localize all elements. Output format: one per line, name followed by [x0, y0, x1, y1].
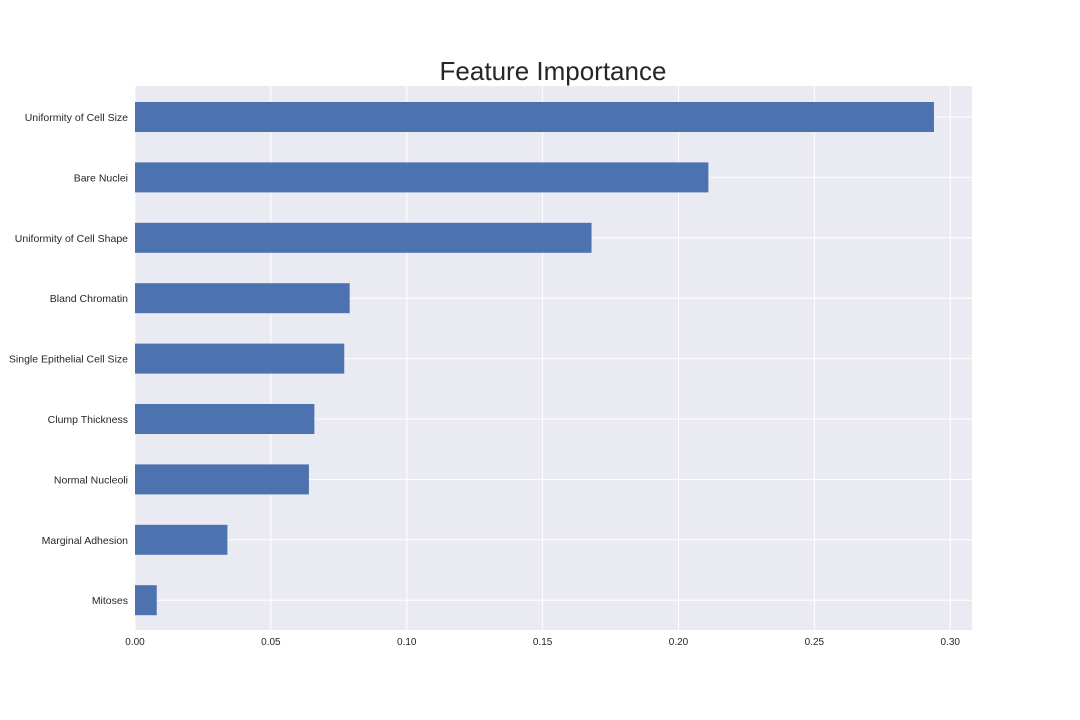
bar-uniformity-of-cell-shape: [135, 222, 592, 253]
bar-bare-nuclei: [135, 162, 709, 193]
chart-title: Feature Importance: [440, 56, 667, 86]
category-label: Clump Thickness: [48, 414, 128, 426]
x-tick-label: 0.10: [397, 637, 417, 648]
bars: [135, 102, 934, 616]
bar-clump-thickness: [135, 404, 315, 434]
category-label: Bland Chromatin: [50, 293, 128, 305]
category-label: Marginal Adhesion: [42, 535, 129, 547]
x-tick-label: 0.05: [261, 637, 281, 648]
bar-uniformity-of-cell-size: [135, 102, 934, 132]
bar-bland-chromatin: [135, 283, 350, 314]
bar-marginal-adhesion: [135, 524, 228, 555]
category-label: Single Epithelial Cell Size: [9, 354, 128, 366]
category-label: Normal Nucleoli: [54, 474, 128, 486]
x-tick-label: 0.25: [805, 637, 825, 648]
category-label: Uniformity of Cell Size: [25, 112, 128, 124]
category-label: Uniformity of Cell Shape: [15, 233, 128, 245]
x-tick-label: 0.30: [941, 637, 961, 648]
category-label: Bare Nuclei: [74, 172, 128, 184]
bar-mitoses: [135, 585, 157, 616]
x-tick-label: 0.00: [125, 637, 145, 648]
x-tick-labels: 0.00 0.05 0.10 0.15 0.20 0.25 0.30: [125, 637, 960, 648]
x-tick-label: 0.15: [533, 637, 553, 648]
bar-single-epithelial-cell-size: [135, 343, 345, 374]
bar-normal-nucleoli: [135, 464, 309, 495]
x-tick-label: 0.20: [669, 637, 689, 648]
category-label: Mitoses: [92, 595, 128, 607]
category-labels: Uniformity of Cell Size Bare Nuclei Unifor…: [9, 112, 128, 607]
